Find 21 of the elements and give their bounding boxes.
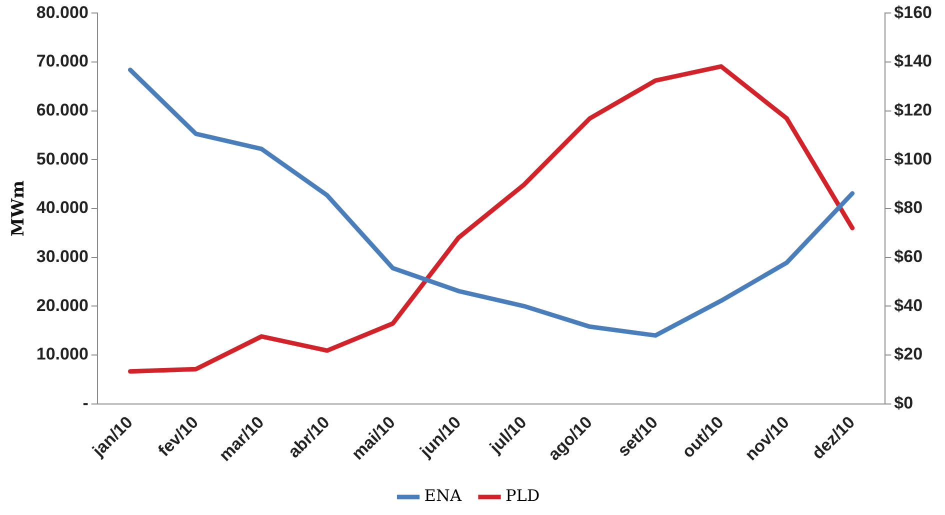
y-tick-label: - — [82, 394, 88, 412]
y-tick-label: 80.000 — [36, 2, 88, 22]
y-axis-title: MWm — [8, 180, 29, 236]
y-tick-label: 10.000 — [36, 344, 88, 364]
y2-tick-label: $60 — [894, 247, 923, 266]
y2-tick-label: $20 — [894, 344, 923, 364]
y2-tick-label: $80 — [894, 198, 923, 218]
legend-label: PLD — [506, 486, 540, 506]
y2-tick-label: $100 — [894, 149, 932, 168]
y-tick-label: 40.000 — [36, 198, 88, 218]
y-tick-label: 20.000 — [36, 296, 88, 315]
y2-tick-label: $140 — [894, 52, 932, 71]
y2-tick-label: $120 — [894, 100, 932, 120]
y2-tick-label: $0 — [894, 394, 914, 412]
legend-label: ENA — [424, 486, 462, 506]
y-tick-label: 50.000 — [36, 149, 88, 168]
y-tick-label: 60.000 — [36, 100, 88, 120]
y-tick-label: 30.000 — [36, 247, 88, 266]
y2-tick-label: $40 — [894, 296, 923, 315]
y-tick-label: 70.000 — [36, 52, 88, 71]
y2-tick-label: $160 — [894, 2, 932, 22]
